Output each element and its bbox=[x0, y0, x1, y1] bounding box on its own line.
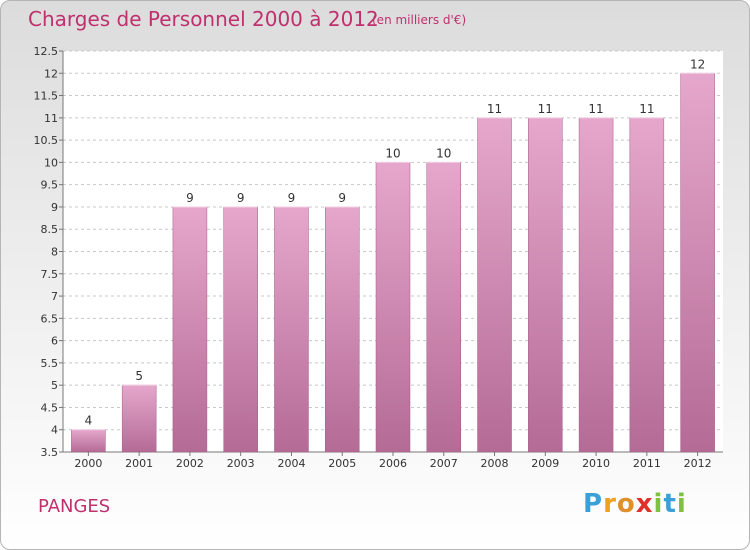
proxiti-logo: Proxiti bbox=[583, 489, 687, 519]
x-tick-label: 2006 bbox=[379, 457, 407, 470]
y-tick-label: 12 bbox=[44, 67, 58, 80]
logo-letter: P bbox=[583, 489, 604, 519]
y-tick-label: 5.5 bbox=[41, 357, 59, 370]
x-tick-label: 2011 bbox=[633, 457, 661, 470]
bar-value-label: 9 bbox=[237, 191, 245, 205]
x-tick-label: 2007 bbox=[430, 457, 458, 470]
y-tick-label: 10 bbox=[44, 156, 58, 169]
logo-letter: t bbox=[663, 489, 677, 519]
bar-value-label: 10 bbox=[385, 146, 400, 160]
bar-value-label: 11 bbox=[639, 102, 654, 116]
bar-value-label: 11 bbox=[487, 102, 502, 116]
logo-letter: r bbox=[603, 489, 617, 519]
bar-value-label: 11 bbox=[538, 102, 553, 116]
x-tick-label: 2000 bbox=[74, 457, 102, 470]
chart-title: Charges de Personnel 2000 à 2012 bbox=[28, 7, 379, 31]
x-tick-label: 2003 bbox=[227, 457, 255, 470]
bar-value-label: 11 bbox=[588, 102, 603, 116]
bar bbox=[324, 206, 360, 453]
y-tick-label: 4 bbox=[51, 424, 58, 437]
bar bbox=[528, 117, 563, 453]
bar-value-label: 10 bbox=[436, 146, 451, 160]
y-tick-label: 9 bbox=[51, 201, 58, 214]
bar bbox=[426, 162, 462, 453]
bar-value-label: 12 bbox=[690, 57, 705, 71]
bar bbox=[121, 384, 157, 453]
bar-value-label: 5 bbox=[135, 369, 143, 383]
y-tick-label: 5 bbox=[51, 379, 58, 392]
chart-subtitle: (en milliers d'€) bbox=[372, 13, 467, 27]
logo-letter: o bbox=[616, 489, 636, 519]
commune-name: PANGES bbox=[38, 496, 111, 517]
bar-value-label: 9 bbox=[186, 191, 194, 205]
logo-letter: i bbox=[653, 489, 664, 519]
bar bbox=[375, 162, 411, 453]
x-tick-label: 2010 bbox=[582, 457, 610, 470]
bar bbox=[578, 117, 614, 453]
y-tick-label: 9.5 bbox=[41, 179, 59, 192]
logo-letter: i bbox=[676, 489, 687, 519]
y-tick-label: 7 bbox=[51, 290, 58, 303]
bar-value-label: 4 bbox=[85, 414, 93, 428]
x-tick-label: 2008 bbox=[481, 457, 509, 470]
bar-value-label: 9 bbox=[288, 191, 296, 205]
y-tick-label: 4.5 bbox=[41, 401, 59, 414]
bar bbox=[172, 206, 208, 453]
x-tick-label: 2012 bbox=[684, 457, 712, 470]
bar bbox=[680, 73, 715, 453]
bar bbox=[71, 429, 106, 453]
y-tick-label: 6.5 bbox=[41, 312, 59, 325]
y-tick-label: 6 bbox=[51, 335, 58, 348]
logo-letter: x bbox=[635, 489, 654, 519]
y-tick-label: 12.5 bbox=[34, 45, 59, 58]
y-tick-label: 3.5 bbox=[41, 446, 59, 459]
bar bbox=[223, 206, 258, 453]
y-tick-label: 11 bbox=[44, 112, 58, 125]
y-tick-label: 11.5 bbox=[34, 90, 59, 103]
bar bbox=[274, 206, 309, 453]
x-tick-label: 2005 bbox=[328, 457, 356, 470]
y-tick-label: 10.5 bbox=[34, 134, 59, 147]
y-tick-label: 8 bbox=[51, 246, 58, 259]
x-tick-label: 2001 bbox=[125, 457, 153, 470]
bar-value-label: 9 bbox=[338, 191, 346, 205]
y-tick-label: 8.5 bbox=[41, 223, 59, 236]
y-tick-label: 7.5 bbox=[41, 268, 59, 281]
x-tick-label: 2009 bbox=[531, 457, 559, 470]
x-tick-label: 2004 bbox=[277, 457, 305, 470]
bar bbox=[477, 117, 512, 453]
bar bbox=[629, 117, 665, 453]
x-tick-label: 2002 bbox=[176, 457, 204, 470]
